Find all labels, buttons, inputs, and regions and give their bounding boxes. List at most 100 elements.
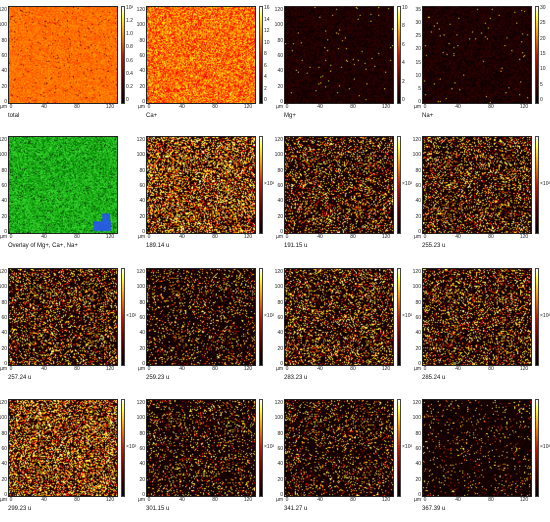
y-tick-label: 120 (136, 269, 145, 275)
colorbar-ticks: ×10² (540, 399, 550, 497)
y-tick-label: 80 (1, 37, 7, 44)
axis-unit: µm (414, 497, 422, 503)
y-tick-label: 100 (136, 415, 145, 422)
colorbar-tick-label: 0 (126, 97, 129, 103)
colorbar-tick-label: 14 (264, 16, 270, 23)
colorbar-tick-label: ×10² (126, 313, 137, 319)
x-tick-label: 40 (317, 366, 323, 372)
colorbar-tick-label: 0 (402, 97, 405, 103)
y-tick-label: 120 (412, 269, 421, 275)
colorbar-ticks: 10 8 6 4 2 0 (402, 6, 414, 104)
x-tick-label: 0 (9, 234, 13, 240)
y-tick-label: 15 (415, 59, 421, 66)
y-tick-label: 60 (1, 446, 7, 452)
colorbar (397, 136, 401, 234)
ion-map-canvas (423, 269, 531, 365)
colorbar-tick-label: 10 (264, 39, 270, 46)
y-tick-label: 80 (139, 167, 145, 174)
colorbar (121, 399, 125, 497)
ion-image-panel: 120 100 80 60 40 20 0 ×10² 0 40 80 120 µm 285.24 u (412, 262, 550, 390)
y-tick-label: 60 (139, 446, 145, 452)
y-tick-label: 20 (277, 213, 283, 220)
ion-map-image (146, 268, 256, 366)
colorbar-ticks: 16 14 12 10 8 6 4 2 0 (264, 6, 276, 104)
ion-image-panel: 35 30 25 20 15 10 5 0 30 25 20 15 10 5 0 0 40 80 120 µm Na+ (414, 0, 549, 128)
colorbar (259, 136, 263, 234)
colorbar-ticks: ×10² (540, 268, 550, 366)
y-tick-label: 60 (1, 183, 7, 189)
x-tick-label: 0 (423, 366, 427, 372)
x-tick-label: 80 (350, 234, 356, 240)
colorbar-tick-label: ×10² (540, 313, 550, 319)
y-tick-label: 60 (1, 315, 7, 321)
y-tick-label: 60 (277, 315, 283, 321)
axis-unit: µm (414, 104, 422, 110)
y-tick-label: 40 (1, 198, 7, 205)
y-tick-label: 60 (277, 446, 283, 452)
x-axis: 0 40 80 120 (422, 367, 532, 374)
ion-map-image (422, 399, 532, 497)
panel-label: total (8, 113, 20, 119)
y-axis: 120 100 80 60 40 20 0 (0, 6, 8, 105)
y-tick-label: 100 (412, 152, 421, 159)
ion-map-image (8, 136, 118, 234)
y-tick-label: 100 (0, 22, 7, 29)
y-axis: 120 100 80 60 40 20 0 (136, 6, 146, 105)
x-axis: 0 40 80 120 (8, 367, 118, 374)
colorbar-tick-label: 10² (126, 5, 134, 11)
x-tick-label: 120 (243, 366, 253, 372)
ion-image-panel: 120 100 80 60 40 20 0 10² 1.2 1.0 0.8 0.6 0.4 0.2 0 0 40… (0, 0, 135, 128)
colorbar-tick-label: 8 (402, 23, 405, 30)
y-tick-label: 40 (277, 198, 283, 205)
axis-unit: µm (414, 366, 422, 372)
colorbar (121, 6, 125, 104)
ion-image-panel: 120 100 80 60 40 20 0 ×10² 0 40 80 120 µm 257.24 u (0, 262, 137, 390)
panel-label: 257.24 u (8, 375, 32, 381)
y-tick-label: 40 (277, 461, 283, 468)
colorbar-tick-label: ×10² (264, 313, 275, 319)
colorbar-ticks: ×10² (402, 136, 414, 234)
y-tick-label: 80 (277, 167, 283, 174)
x-tick-label: 80 (74, 104, 80, 110)
panel-label: 283.23 u (284, 375, 308, 381)
x-tick-label: 120 (105, 234, 115, 240)
ion-map-image (422, 268, 532, 366)
y-tick-label: 0 (280, 492, 283, 498)
x-tick-label: 40 (41, 234, 47, 240)
ion-map-image (146, 136, 256, 234)
y-tick-label: 20 (277, 345, 283, 352)
axis-unit: µm (414, 234, 422, 240)
x-tick-label: 0 (147, 104, 151, 110)
y-tick-label: 60 (415, 315, 421, 321)
y-tick-label: 120 (136, 400, 145, 406)
colorbar-tick-label: ×10² (264, 444, 275, 450)
axis-unit: µm (0, 104, 8, 110)
y-axis: 120 100 80 60 40 20 0 (0, 268, 8, 367)
colorbar-ticks: ×10² (126, 399, 138, 497)
y-tick-label: 60 (139, 315, 145, 321)
ion-map-canvas (147, 269, 255, 365)
colorbar-tick-label: 6 (402, 41, 405, 48)
y-tick-label: 120 (136, 137, 145, 143)
ion-map-canvas (423, 400, 531, 496)
y-tick-label: 35 (415, 7, 421, 13)
y-tick-label: 120 (136, 7, 145, 13)
x-tick-label: 40 (317, 234, 323, 240)
ion-map-image (284, 268, 394, 366)
colorbar-tick-label: 5 (540, 81, 543, 88)
colorbar-tick-label: ×10² (540, 181, 550, 187)
colorbar (397, 399, 401, 497)
y-tick-label: 120 (0, 269, 7, 275)
x-tick-label: 40 (455, 497, 461, 503)
x-axis: 0 40 80 120 (146, 105, 256, 112)
ion-map-image (422, 136, 532, 234)
ion-map-image (284, 6, 394, 104)
x-tick-label: 120 (105, 497, 115, 503)
x-tick-label: 80 (488, 497, 494, 503)
y-tick-label: 20 (1, 476, 7, 483)
y-tick-label: 0 (418, 492, 421, 498)
axis-unit: µm (138, 497, 146, 503)
x-tick-label: 40 (179, 234, 185, 240)
x-tick-label: 80 (350, 104, 356, 110)
y-tick-label: 60 (277, 183, 283, 189)
